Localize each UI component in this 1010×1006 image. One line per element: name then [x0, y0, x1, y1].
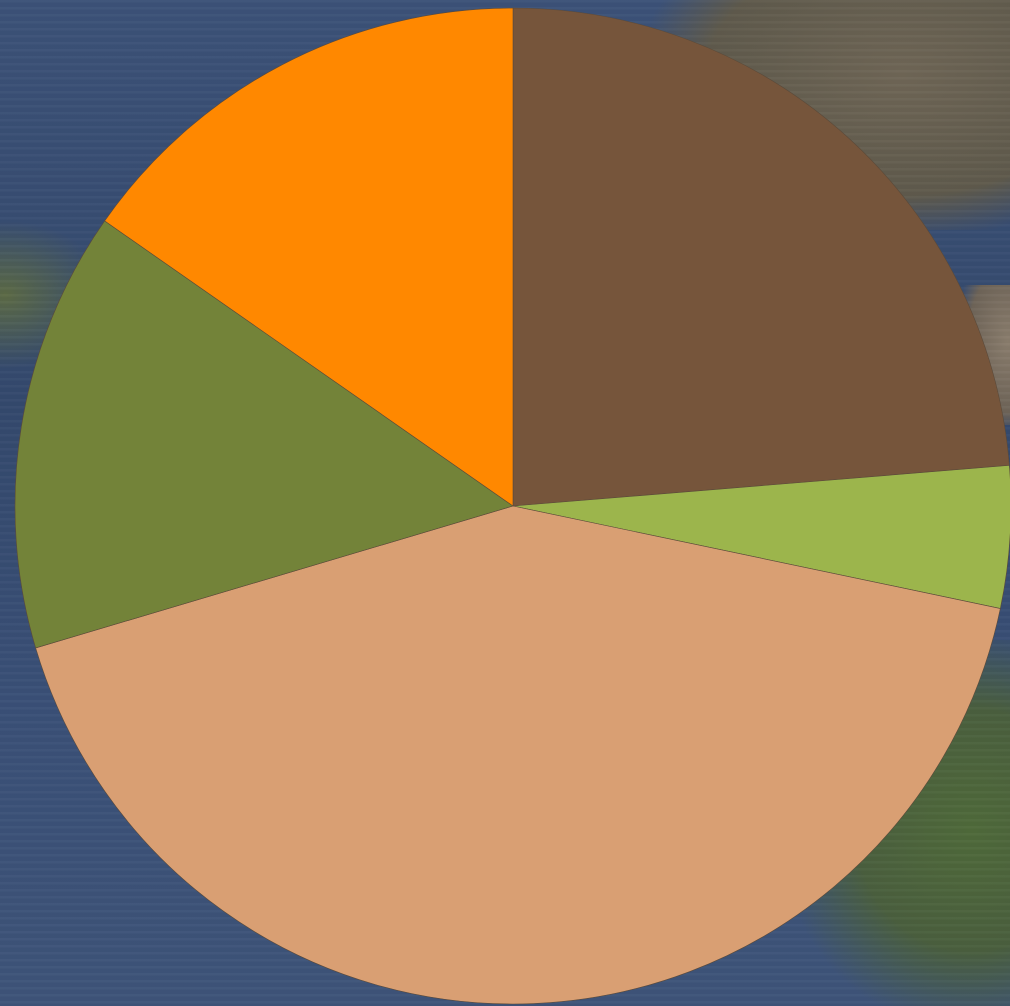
pie-slice-5: [104, 7, 514, 507]
pie-slice-1: [512, 7, 1010, 507]
pie-slice-3: [35, 505, 1001, 1005]
pie-slice-4: [14, 220, 514, 649]
